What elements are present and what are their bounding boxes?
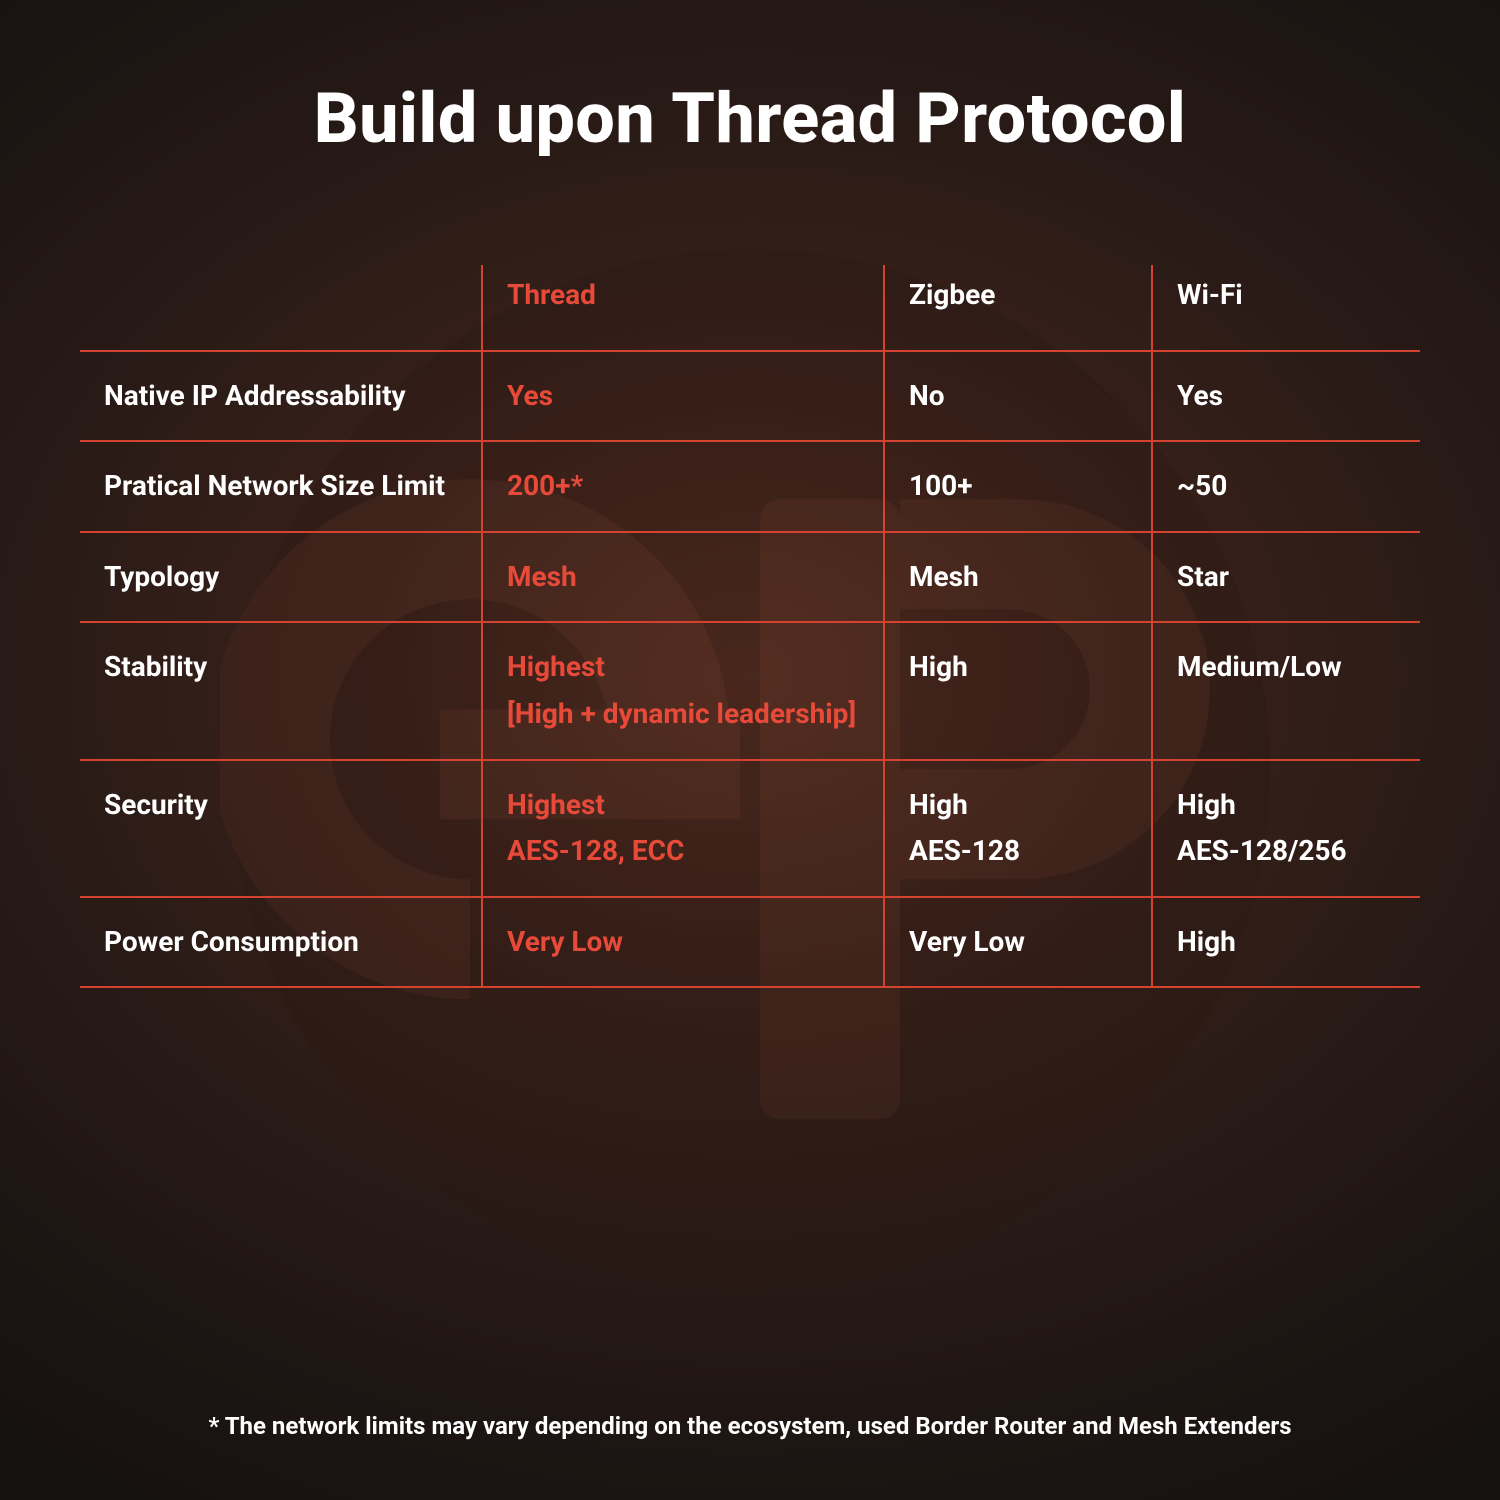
row-label: Power Consumption	[80, 897, 482, 988]
page-title: Build upon Thread Protocol	[0, 78, 1500, 160]
row-label: Native IP Addressability	[80, 351, 482, 442]
row-label: Stability	[80, 622, 482, 759]
table-cell: ~50	[1152, 441, 1420, 532]
table-cell: No	[884, 351, 1152, 442]
table-cell: Yes	[1152, 351, 1420, 442]
table-cell: HighAES-128	[884, 760, 1152, 897]
row-label: Security	[80, 760, 482, 897]
table-cell: Very Low	[482, 897, 884, 988]
table-row: TypologyMeshMeshStar	[80, 532, 1420, 623]
table-row: Native IP AddressabilityYesNoYes	[80, 351, 1420, 442]
table-row: SecurityHighestAES-128, ECCHighAES-128Hi…	[80, 760, 1420, 897]
comparison-table-container: ThreadZigbeeWi-Fi Native IP Addressabili…	[80, 265, 1420, 988]
column-header: Thread	[482, 265, 884, 351]
column-header: Wi-Fi	[1152, 265, 1420, 351]
table-cell: 200+*	[482, 441, 884, 532]
table-cell: Mesh	[482, 532, 884, 623]
row-label: Pratical Network Size Limit	[80, 441, 482, 532]
table-cell: HighestAES-128, ECC	[482, 760, 884, 897]
table-cell: Highest[High + dynamic leadership]	[482, 622, 884, 759]
table-cell: Very Low	[884, 897, 1152, 988]
comparison-table: ThreadZigbeeWi-Fi Native IP Addressabili…	[80, 265, 1420, 988]
column-header: Zigbee	[884, 265, 1152, 351]
table-cell: Yes	[482, 351, 884, 442]
table-cell: HighAES-128/256	[1152, 760, 1420, 897]
table-row: StabilityHighest[High + dynamic leadersh…	[80, 622, 1420, 759]
row-label: Typology	[80, 532, 482, 623]
column-header-empty	[80, 265, 482, 351]
footnote: * The network limits may vary depending …	[0, 1412, 1500, 1440]
table-cell: High	[884, 622, 1152, 759]
table-row: Pratical Network Size Limit200+*100+~50	[80, 441, 1420, 532]
table-cell: 100+	[884, 441, 1152, 532]
table-cell: Star	[1152, 532, 1420, 623]
table-cell: Mesh	[884, 532, 1152, 623]
table-cell: High	[1152, 897, 1420, 988]
table-row: Power ConsumptionVery LowVery LowHigh	[80, 897, 1420, 988]
table-cell: Medium/Low	[1152, 622, 1420, 759]
